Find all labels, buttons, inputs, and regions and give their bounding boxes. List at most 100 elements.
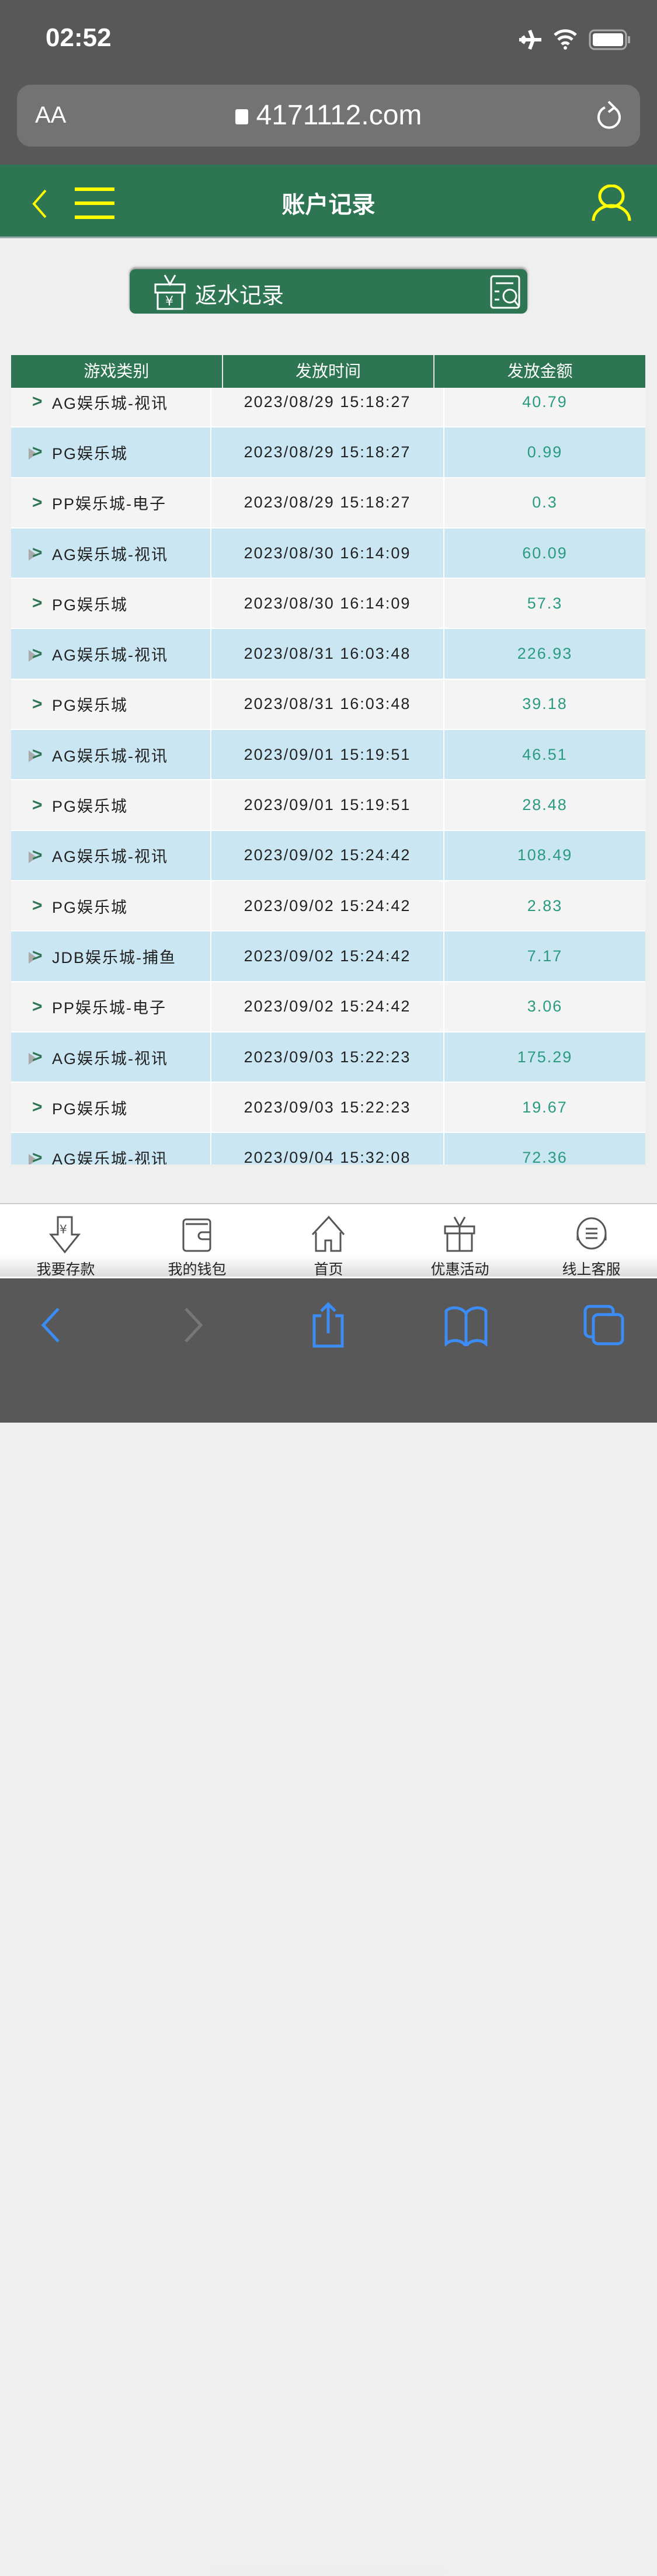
address-bar[interactable] bbox=[17, 85, 640, 147]
cell-amount: 0.99 bbox=[527, 443, 563, 461]
user-icon[interactable] bbox=[591, 185, 632, 221]
chevron-right-icon: > bbox=[32, 593, 44, 613]
wallet-icon bbox=[182, 1218, 211, 1252]
home-indicator bbox=[211, 2567, 445, 2576]
cell-issue-time: 2023/09/01 15:19:51 bbox=[211, 730, 444, 780]
rebate-records-button[interactable]: ¥ 返水记录 bbox=[130, 269, 527, 314]
home-icon bbox=[311, 1215, 345, 1252]
cell-amount: 28.48 bbox=[522, 796, 568, 814]
game-type-text: PG娱乐城 bbox=[52, 1100, 128, 1118]
nav-item-deposit[interactable]: ¥ 我要存款 bbox=[0, 1204, 131, 1278]
table-row[interactable]: > PG娱乐城 2023/09/01 15:19:51 28.48 bbox=[11, 780, 645, 831]
cell-amount: 39.18 bbox=[522, 695, 568, 713]
svg-text:¥: ¥ bbox=[165, 294, 173, 309]
nav-label: 我的钱包 bbox=[168, 1261, 227, 1278]
lock-icon bbox=[235, 109, 248, 124]
table-row[interactable]: > PP娱乐城-电子 2023/08/29 15:18:27 0.3 bbox=[11, 478, 645, 529]
table-row[interactable]: > AG娱乐城-视讯 2023/09/04 15:32:08 72.36 bbox=[11, 1133, 645, 1164]
bookmarks-icon[interactable] bbox=[444, 1305, 488, 1346]
chevron-right-icon: > bbox=[29, 543, 52, 563]
table-row[interactable]: > PG娱乐城 2023/09/02 15:24:42 2.83 bbox=[11, 881, 645, 932]
nav-item-wallet[interactable]: 我的钱包 bbox=[131, 1204, 263, 1278]
table-row[interactable]: > PG娱乐城 2023/09/03 15:22:23 19.67 bbox=[11, 1083, 645, 1134]
table-row[interactable]: > JDB娱乐城-捕鱼 2023/09/02 15:24:42 7.17 bbox=[11, 931, 645, 982]
chevron-right-icon: > bbox=[29, 745, 52, 764]
status-time: 02:52 bbox=[46, 23, 112, 52]
cell-issue-time: 2023/08/30 16:14:09 bbox=[211, 579, 444, 628]
nav-label: 首页 bbox=[314, 1261, 343, 1278]
url-display[interactable]: 4171112.com bbox=[0, 99, 657, 131]
cell-issue-time: 2023/09/03 15:22:23 bbox=[211, 1032, 444, 1082]
share-icon[interactable] bbox=[310, 1302, 347, 1348]
table-row[interactable]: > AG娱乐城-视讯 2023/09/01 15:19:51 46.51 bbox=[11, 730, 645, 781]
cell-issue-time: 2023/08/31 16:03:48 bbox=[211, 679, 444, 729]
cell-game-type: > AG娱乐城-视讯 bbox=[11, 629, 211, 679]
cell-game-type: > PG娱乐城 bbox=[11, 579, 211, 628]
search-document-icon[interactable] bbox=[489, 274, 524, 310]
chevron-right-icon: > bbox=[32, 492, 44, 512]
url-text: 4171112.com bbox=[256, 100, 422, 131]
cell-issue-time: 2023/08/31 16:03:48 bbox=[211, 629, 444, 679]
airplane-icon bbox=[519, 29, 541, 50]
table-row[interactable]: > PG娱乐城 2023/08/29 15:18:27 0.99 bbox=[11, 427, 645, 478]
cell-amount: 226.93 bbox=[517, 645, 573, 663]
page-header: 账户记录 bbox=[0, 165, 657, 238]
cell-game-type: > AG娱乐城-视讯 bbox=[11, 730, 211, 780]
reload-icon[interactable] bbox=[596, 99, 623, 132]
chevron-right-icon: > bbox=[29, 1148, 52, 1164]
nav-item-gift[interactable]: 优惠活动 bbox=[394, 1204, 526, 1278]
chevron-right-icon: > bbox=[32, 795, 44, 815]
table-row[interactable]: > AG娱乐城-视讯 2023/08/30 16:14:09 60.09 bbox=[11, 528, 645, 579]
browser-forward-icon[interactable] bbox=[181, 1306, 204, 1344]
chevron-right-icon: > bbox=[32, 896, 44, 916]
wifi-icon bbox=[554, 29, 577, 50]
cell-amount: 108.49 bbox=[517, 846, 573, 864]
cell-issue-time: 2023/09/02 15:24:42 bbox=[211, 830, 444, 880]
table-row[interactable]: > AG娱乐城-视讯 2023/08/31 16:03:48 226.93 bbox=[11, 629, 645, 680]
cell-game-type: > AG娱乐城-视讯 bbox=[11, 1032, 211, 1082]
tabs-icon[interactable] bbox=[583, 1304, 625, 1346]
game-type-text: AG娱乐城-视讯 bbox=[52, 394, 169, 412]
nav-item-home[interactable]: 首页 bbox=[263, 1204, 394, 1278]
cell-game-type: > JDB娱乐城-捕鱼 bbox=[11, 931, 211, 981]
game-type-text: PG娱乐城 bbox=[52, 596, 128, 614]
browser-chrome: 02:52 AA 4171112.com bbox=[0, 0, 657, 165]
cell-issue-time: 2023/09/04 15:32:08 bbox=[211, 1133, 444, 1164]
cell-amount: 19.67 bbox=[522, 1098, 568, 1116]
back-icon[interactable] bbox=[28, 188, 51, 220]
cell-issue-time: 2023/09/02 15:24:42 bbox=[211, 982, 444, 1031]
game-type-text: AG娱乐城-视讯 bbox=[52, 646, 169, 665]
game-type-text: AG娱乐城-视讯 bbox=[52, 848, 169, 866]
chevron-right-icon: > bbox=[32, 392, 44, 412]
game-type-text: JDB娱乐城-捕鱼 bbox=[52, 948, 176, 967]
text-size-button[interactable]: AA bbox=[35, 102, 67, 128]
cell-game-type: > PP娱乐城-电子 bbox=[11, 982, 211, 1031]
nav-label: 我要存款 bbox=[36, 1261, 95, 1278]
cell-game-type: > PG娱乐城 bbox=[11, 1083, 211, 1132]
chevron-right-icon: > bbox=[32, 694, 44, 714]
menu-icon[interactable] bbox=[75, 187, 114, 220]
cell-issue-time: 2023/08/29 15:18:27 bbox=[211, 388, 444, 427]
table-row[interactable]: > PG娱乐城 2023/08/30 16:14:09 57.3 bbox=[11, 579, 645, 630]
game-type-text: PP娱乐城-电子 bbox=[52, 495, 167, 513]
cell-amount: 7.17 bbox=[527, 947, 563, 965]
nav-item-support[interactable]: 线上客服 bbox=[526, 1204, 657, 1278]
chevron-right-icon: > bbox=[32, 1097, 44, 1117]
table-row[interactable]: > PG娱乐城 2023/08/31 16:03:48 39.18 bbox=[11, 679, 645, 731]
browser-back-icon[interactable] bbox=[40, 1306, 63, 1344]
safari-toolbar bbox=[0, 1277, 657, 2576]
cell-game-type: > PG娱乐城 bbox=[11, 881, 211, 931]
table-row[interactable]: > AG娱乐城-视讯 2023/08/29 15:18:27 40.79 bbox=[11, 388, 645, 428]
table-row[interactable]: > PP娱乐城-电子 2023/09/02 15:24:42 3.06 bbox=[11, 982, 645, 1033]
game-type-text: PG娱乐城 bbox=[52, 898, 128, 916]
chevron-right-icon: > bbox=[32, 996, 44, 1016]
chevron-right-icon: > bbox=[29, 946, 52, 966]
chevron-right-icon: > bbox=[29, 1047, 52, 1067]
table-row[interactable]: > AG娱乐城-视讯 2023/09/03 15:22:23 175.29 bbox=[11, 1032, 645, 1083]
game-type-text: PG娱乐城 bbox=[52, 798, 128, 816]
records-table-body[interactable]: > AG娱乐城-视讯 2023/08/29 15:18:27 40.79 > PG娱乐… bbox=[11, 388, 645, 1164]
cell-game-type: > PG娱乐城 bbox=[11, 427, 211, 477]
table-row[interactable]: > AG娱乐城-视讯 2023/09/02 15:24:42 108.49 bbox=[11, 830, 645, 881]
cell-issue-time: 2023/08/29 15:18:27 bbox=[211, 427, 444, 477]
nav-label: 优惠活动 bbox=[430, 1261, 489, 1278]
